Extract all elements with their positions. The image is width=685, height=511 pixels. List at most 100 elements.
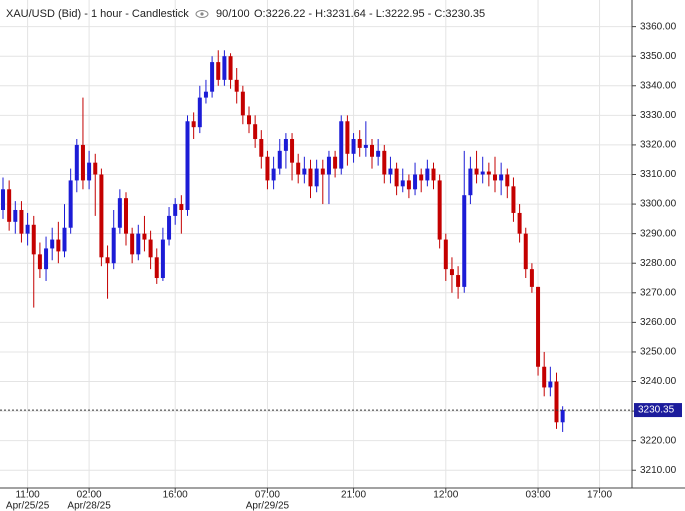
chart-title: XAU/USD (Bid) - 1 hour - Candlestick [6, 8, 189, 20]
candle-body [382, 150, 387, 175]
candle-body [296, 162, 301, 175]
eye-outline [195, 10, 209, 18]
candle-body [517, 212, 522, 234]
candle-body [80, 144, 85, 181]
candle-body [56, 239, 61, 252]
candle-body [529, 269, 534, 287]
candle-body [87, 162, 92, 181]
candle-body [425, 168, 430, 181]
candle-body [370, 144, 374, 157]
eye-icon [195, 10, 209, 18]
candle-body [326, 156, 331, 175]
candle-body [456, 275, 461, 287]
candle-body [536, 286, 541, 367]
y-tick-label: 3330.00 [640, 110, 677, 121]
x-tick-label: 12:00 [433, 490, 458, 501]
y-tick-label: 3280.00 [640, 258, 677, 269]
y-tick-label: 3360.00 [640, 21, 677, 32]
candle-body [31, 224, 36, 255]
candle-body [400, 180, 405, 187]
candle-body [93, 162, 98, 175]
candle-body [68, 180, 73, 228]
candle-body [62, 227, 67, 252]
candle-body [142, 233, 147, 240]
candle-body [419, 174, 424, 181]
candle-body [271, 168, 276, 181]
candle-body [160, 239, 165, 279]
candle-body [203, 91, 208, 98]
candle-body [179, 204, 184, 210]
candle-body [25, 224, 30, 234]
candle-body [413, 174, 418, 190]
x-tick-label: 02:00 [77, 490, 102, 501]
candle-body [283, 139, 288, 151]
candle-body [259, 139, 264, 157]
candle-body [50, 239, 55, 249]
candle-body [505, 174, 510, 187]
candle-body [210, 62, 215, 92]
candle-body [431, 168, 436, 181]
candle-body [320, 168, 325, 175]
candle-body [351, 139, 356, 154]
candle-body [333, 156, 338, 169]
candle-body [136, 233, 141, 255]
candle-body [511, 186, 516, 213]
candle-body [197, 97, 202, 128]
candle-body [148, 239, 153, 258]
candle-body [240, 91, 245, 116]
y-tick-label: 3220.00 [640, 435, 677, 446]
candle-body [154, 257, 159, 279]
candle-body [406, 180, 411, 190]
x-date-label: Apr/25/25 [6, 501, 50, 511]
candle-body [1, 189, 5, 210]
candle-body [117, 198, 122, 228]
last-price-label: 3230.35 [638, 405, 675, 416]
candle-body [111, 227, 116, 264]
candle-body [216, 62, 221, 80]
candles [1, 50, 565, 432]
y-tick-label: 3250.00 [640, 347, 677, 358]
x-tick-label: 03:00 [526, 490, 551, 501]
y-tick-label: 3240.00 [640, 376, 677, 387]
candle-body [339, 121, 344, 169]
candle-body [302, 168, 307, 175]
candle-body [19, 209, 24, 234]
candle-body [105, 257, 110, 264]
candle-body [191, 121, 196, 128]
candle-body [462, 195, 467, 287]
candle-body [308, 168, 313, 187]
candle-body [247, 115, 251, 125]
candle-body [480, 171, 485, 175]
x-tick-label: 16:00 [163, 490, 188, 501]
y-tick-label: 3340.00 [640, 80, 677, 91]
candle-body [449, 269, 454, 276]
candle-body [228, 56, 233, 80]
candle-body [560, 410, 565, 423]
candle-body [474, 168, 479, 175]
candle-body [394, 168, 399, 187]
x-tick-label: 21:00 [341, 490, 366, 501]
x-tick-label: 17:00 [587, 490, 612, 501]
candle-body [7, 189, 12, 222]
last-price-tag [634, 403, 682, 418]
x-date-label: Apr/28/25 [67, 501, 111, 511]
candle-body [468, 168, 473, 196]
candle-body [277, 150, 282, 169]
candle-body [376, 150, 381, 157]
y-tick-label: 3260.00 [640, 317, 677, 328]
candle-body [234, 79, 239, 92]
candle-body [437, 180, 442, 240]
candle-body [167, 215, 172, 240]
candle-body [74, 144, 79, 181]
y-tick-label: 3350.00 [640, 51, 677, 62]
eye-pupil [200, 12, 204, 16]
candle-body [99, 174, 104, 258]
y-tick-label: 3300.00 [640, 199, 677, 210]
candle-body [443, 239, 448, 270]
x-date-label: Apr/29/25 [246, 501, 290, 511]
candle-body [253, 124, 258, 140]
candle-body [124, 198, 128, 234]
candle-body [345, 121, 350, 154]
